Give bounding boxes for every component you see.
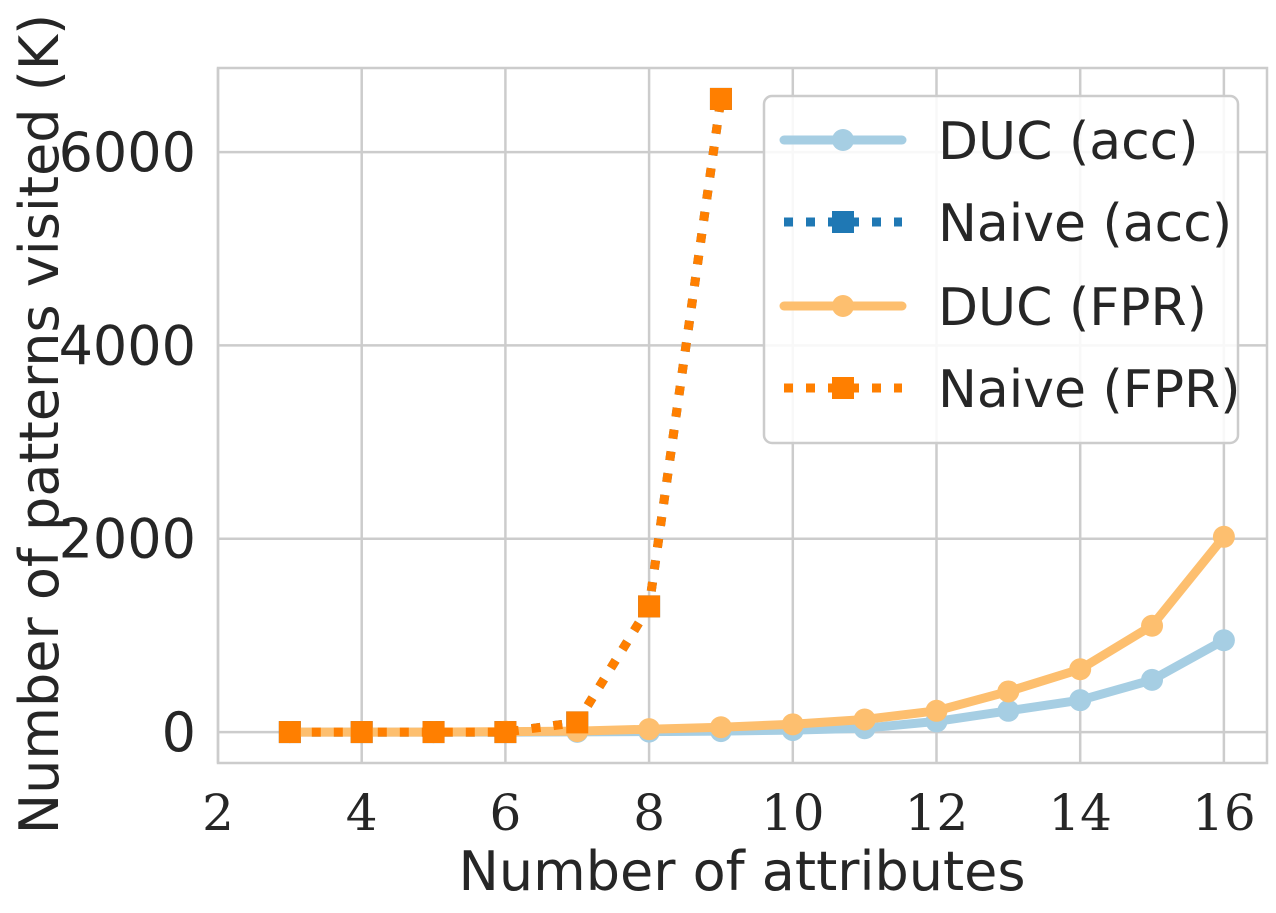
data-point <box>638 718 661 741</box>
data-point <box>566 711 589 734</box>
series-layer <box>278 87 1235 744</box>
data-point <box>781 713 804 736</box>
data-point <box>853 708 876 731</box>
data-point <box>1212 629 1235 652</box>
legend-entry: Naive (FPR) <box>784 360 1240 420</box>
x-axis-label: Number of attributes <box>459 840 1026 903</box>
y-tick-label: 6000 <box>59 121 196 184</box>
legend-marker <box>832 211 854 233</box>
y-tick-label: 4000 <box>59 314 196 377</box>
x-tick-label: 8 <box>633 784 665 842</box>
data-point <box>422 721 445 744</box>
data-point <box>350 721 373 744</box>
x-tick-label: 16 <box>1192 784 1256 842</box>
y-axis-ticks: 0 2000 4000 6000 <box>59 121 196 764</box>
data-point <box>997 699 1020 722</box>
legend-label: DUC (acc) <box>938 112 1199 172</box>
y-tick-label: 2000 <box>59 508 196 571</box>
x-tick-label: 6 <box>489 784 521 842</box>
y-tick-label: 0 <box>162 701 196 764</box>
x-axis-ticks: 2 4 6 8 10 12 14 16 <box>202 784 1256 842</box>
data-point <box>1141 614 1164 637</box>
y-axis-label: Number of patterns visited (K) <box>8 14 71 835</box>
data-point <box>997 680 1020 703</box>
series-4 <box>278 87 732 744</box>
legend-label: Naive (FPR) <box>938 360 1240 420</box>
data-point <box>709 87 732 110</box>
x-tick-label: 4 <box>346 784 378 842</box>
legend-marker <box>832 295 854 317</box>
data-point <box>1141 668 1164 691</box>
data-point <box>494 721 517 744</box>
data-point <box>1069 658 1092 681</box>
data-point <box>925 699 948 722</box>
data-point <box>709 716 732 739</box>
legend-entry: DUC (acc) <box>779 112 1199 172</box>
legend-label: Naive (acc) <box>938 194 1232 254</box>
legend-label: DUC (FPR) <box>938 278 1207 338</box>
legend-entry: Naive (acc) <box>784 194 1232 254</box>
x-tick-label: 12 <box>905 784 969 842</box>
data-point <box>278 721 301 744</box>
data-point <box>638 595 661 618</box>
legend-entry: DUC (FPR) <box>779 278 1207 338</box>
x-tick-label: 2 <box>202 784 234 842</box>
data-point <box>1212 525 1235 548</box>
legend-marker <box>832 377 854 399</box>
legend-marker <box>832 129 854 151</box>
legend: DUC (acc) Naive (acc) DUC (FPR) Naive (FPR) <box>762 94 1240 445</box>
legend-box <box>762 94 1240 445</box>
data-point <box>1069 689 1092 712</box>
x-tick-label: 10 <box>761 784 825 842</box>
x-tick-label: 14 <box>1048 784 1112 842</box>
